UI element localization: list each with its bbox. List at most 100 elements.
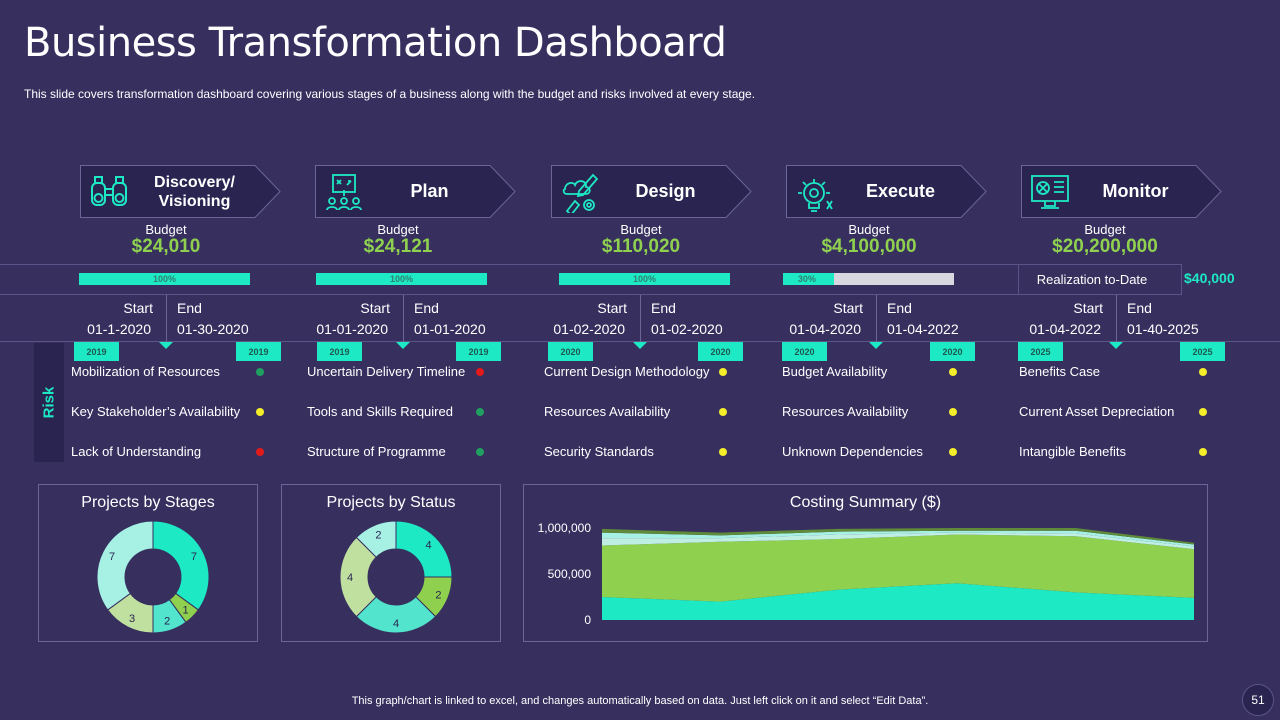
start-date: 01-04-2022 bbox=[1029, 321, 1101, 337]
risk-item: Unknown Dependencies bbox=[782, 444, 923, 459]
stage-name: Monitor bbox=[1102, 181, 1169, 201]
y-tick-label: 1,000,000 bbox=[538, 521, 592, 535]
area-series-3[interactable] bbox=[602, 530, 1194, 547]
start-date: 01-04-2020 bbox=[789, 321, 861, 337]
end-date: 01-30-2020 bbox=[177, 321, 249, 337]
risk-status-yellow bbox=[719, 368, 727, 376]
costing-summary-chart[interactable]: 0 500,000 1,000,000 bbox=[524, 485, 1207, 641]
stage-name: Execute bbox=[865, 181, 936, 201]
stage-name: Plan bbox=[410, 181, 449, 201]
budget-label: Budget bbox=[377, 222, 419, 237]
donut-label-1: 1 bbox=[182, 605, 188, 617]
end-year-badge: 2019 bbox=[456, 342, 501, 361]
start-year-badge: 2019 bbox=[74, 342, 119, 361]
stage-header-3[interactable]: Execute bbox=[786, 165, 987, 218]
donut-label-4: 7 bbox=[109, 551, 115, 563]
risk-item: Current Design Methodology bbox=[544, 364, 710, 379]
risk-status-yellow bbox=[1199, 448, 1207, 456]
end-date: 01-02-2020 bbox=[651, 321, 723, 337]
projects-by-status-panel[interactable]: Projects by Status 4 2 4 4 2 bbox=[281, 484, 501, 642]
progress-fill bbox=[559, 273, 730, 285]
risk-item: Intangible Benefits bbox=[1019, 444, 1126, 459]
start-year-badge: 2020 bbox=[548, 342, 593, 361]
progress-fill bbox=[79, 273, 250, 285]
budget-label: Budget bbox=[848, 222, 890, 237]
y-tick-label: 0 bbox=[584, 613, 591, 627]
donut-slice-4[interactable] bbox=[96, 520, 154, 611]
risk-label: Risk bbox=[40, 386, 58, 419]
risk-item: Security Standards bbox=[544, 444, 654, 459]
donut-label-0: 7 bbox=[191, 551, 197, 563]
risk-item: Tools and Skills Required bbox=[307, 404, 453, 419]
progress-label: 100% bbox=[389, 274, 414, 284]
risk-item: Structure of Programme bbox=[307, 444, 446, 459]
end-date: 01-01-2020 bbox=[414, 321, 486, 337]
progress-label: 100% bbox=[632, 274, 657, 284]
progress-bar: 30% bbox=[783, 273, 954, 285]
donut-slice-0[interactable] bbox=[152, 520, 210, 611]
donut-slice-2[interactable] bbox=[355, 596, 437, 634]
risk-item: Resources Availability bbox=[544, 404, 671, 419]
date-separator bbox=[166, 295, 167, 342]
risk-status-red bbox=[256, 448, 264, 456]
costing-summary-title: Costing Summary ($) bbox=[789, 494, 942, 511]
progress-fill bbox=[783, 273, 835, 285]
start-date: 01-01-2020 bbox=[316, 321, 388, 337]
budget-value: $20,200,000 bbox=[1052, 236, 1158, 257]
risk-status-yellow bbox=[949, 408, 957, 416]
donut-label-4: 2 bbox=[375, 530, 381, 542]
donut-label-2: 2 bbox=[164, 616, 170, 628]
area-series-4[interactable] bbox=[602, 528, 1194, 545]
end-label: End bbox=[177, 300, 202, 316]
end-date: 01-40-2025 bbox=[1127, 321, 1199, 337]
start-label: Start bbox=[833, 300, 863, 316]
end-year-badge: 2025 bbox=[1180, 342, 1225, 361]
donut-slice-0[interactable] bbox=[395, 520, 453, 578]
risk-item: Current Asset Depreciation bbox=[1019, 404, 1175, 419]
projects-by-status-chart[interactable]: 4 2 4 4 2 bbox=[282, 485, 500, 641]
risk-item: Resources Availability bbox=[782, 404, 909, 419]
stage-name: Design bbox=[635, 181, 696, 201]
stage-header-4[interactable]: Monitor bbox=[1021, 165, 1222, 218]
end-label: End bbox=[1127, 300, 1152, 316]
donut-slice-3[interactable] bbox=[339, 536, 377, 618]
progress-bar: 100% bbox=[559, 273, 730, 285]
donut-slice-4[interactable] bbox=[355, 520, 397, 558]
date-separator bbox=[876, 295, 877, 342]
lightbulb-gear-icon bbox=[794, 171, 836, 213]
risk-status-yellow bbox=[1199, 368, 1207, 376]
page-number: 51 bbox=[1242, 684, 1274, 716]
budget-label: Budget bbox=[145, 222, 187, 237]
area-series-2[interactable] bbox=[602, 532, 1194, 550]
stage-header-1[interactable]: Plan bbox=[315, 165, 516, 218]
risk-item: Budget Availability bbox=[782, 364, 888, 379]
progress-bar: 100% bbox=[79, 273, 250, 285]
timeline-marker bbox=[1109, 342, 1123, 349]
start-year-badge: 2020 bbox=[782, 342, 827, 361]
risk-status-green bbox=[476, 448, 484, 456]
risk-item: Lack of Understanding bbox=[71, 444, 202, 459]
donut-label-3: 3 bbox=[129, 613, 135, 625]
area-series-1[interactable] bbox=[602, 534, 1194, 602]
area-series-0[interactable] bbox=[602, 583, 1194, 620]
realization-label: Realization to-Date bbox=[1018, 264, 1165, 295]
risk-status-yellow bbox=[949, 448, 957, 456]
risk-sidebar bbox=[34, 343, 64, 462]
projects-by-stages-chart[interactable]: 7 12 3 7 bbox=[39, 485, 257, 641]
start-date: 01-02-2020 bbox=[553, 321, 625, 337]
stage-header-0[interactable]: Discovery/ Visioning bbox=[80, 165, 281, 218]
risk-item: Key Stakeholder’s Availability bbox=[71, 404, 241, 419]
page-subtitle: This slide covers transformation dashboa… bbox=[24, 87, 756, 101]
progress-bar: 100% bbox=[316, 273, 487, 285]
budget-value: $4,100,000 bbox=[821, 236, 917, 257]
stage-header-2[interactable]: Design bbox=[551, 165, 752, 218]
costing-summary-panel[interactable]: Costing Summary ($) 0 500,000 1,000,000 bbox=[523, 484, 1208, 642]
progress-band bbox=[0, 264, 1182, 295]
date-separator bbox=[640, 295, 641, 342]
design-tools-icon bbox=[559, 171, 601, 217]
start-year-badge: 2019 bbox=[317, 342, 362, 361]
donut-label-2: 4 bbox=[393, 618, 399, 630]
timeline-marker bbox=[869, 342, 883, 349]
footer-note: This graph/chart is linked to excel, and… bbox=[351, 695, 929, 707]
